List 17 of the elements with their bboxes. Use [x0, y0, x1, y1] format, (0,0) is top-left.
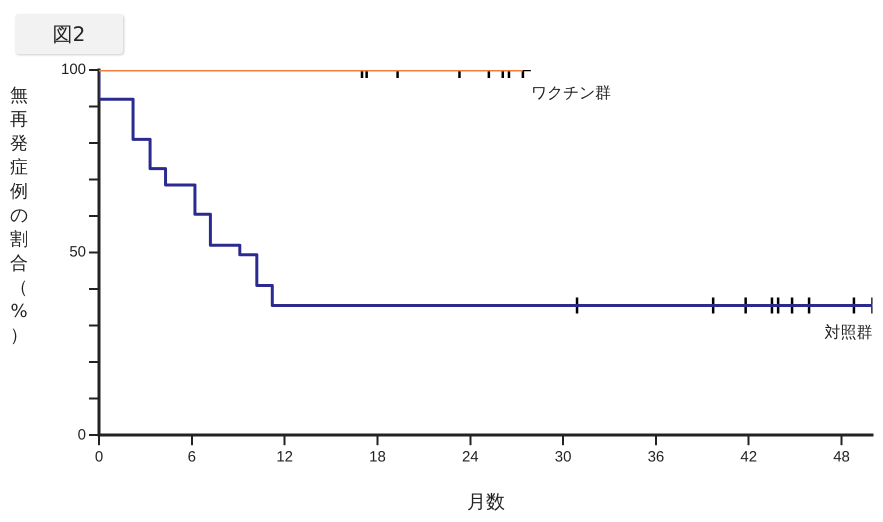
text: 無再発症例の割合（%）: [10, 85, 28, 346]
x-tick-label: 18: [369, 448, 386, 466]
x-axis-title: 月数: [466, 492, 505, 513]
y-tick-label: 0: [78, 426, 86, 444]
x-tick-label: 48: [833, 448, 850, 466]
x-tick-label: 12: [276, 448, 294, 466]
x-tick-label: 42: [740, 448, 758, 466]
chart-title: 図2: [15, 14, 123, 54]
series-label: ワクチン群: [530, 83, 611, 102]
series-label: 対照群: [824, 322, 872, 342]
y-tick-label: 100: [60, 61, 86, 78]
x-tick-label: 24: [462, 448, 479, 466]
x-tick-label: 30: [554, 448, 572, 466]
x-tick-label: 36: [648, 448, 664, 466]
x-tick-label: 6: [188, 448, 196, 466]
y-tick-label: 50: [69, 244, 86, 261]
x-tick-label: 0: [94, 448, 104, 466]
